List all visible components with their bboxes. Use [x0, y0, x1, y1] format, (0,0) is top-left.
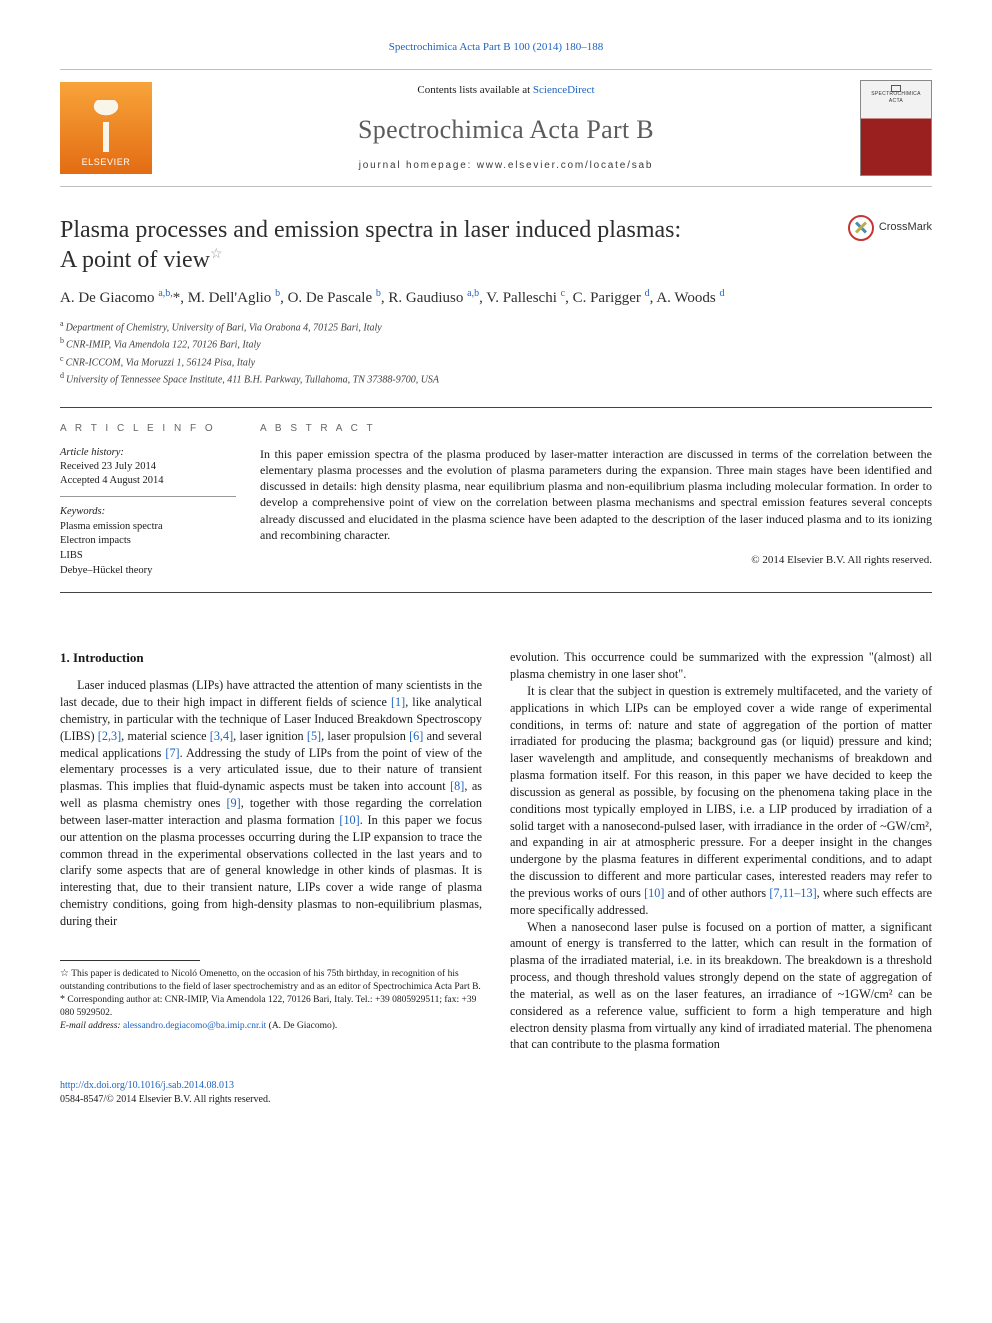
homepage-label: journal homepage:	[359, 160, 477, 171]
ref-link[interactable]: [3,4]	[210, 729, 233, 743]
ref-link[interactable]: [5]	[307, 729, 321, 743]
body-paragraph-1: Laser induced plasmas (LIPs) have attrac…	[60, 677, 482, 929]
body-paragraph-3: It is clear that the subject in question…	[510, 683, 932, 919]
author-list: A. De Giacomo a,b,*, M. Dell'Aglio b, O.…	[60, 287, 932, 308]
ref-link[interactable]: [8]	[450, 779, 464, 793]
contents-line: Contents lists available at ScienceDirec…	[164, 83, 848, 98]
crossmark-icon	[848, 215, 874, 241]
history-label: Article history:	[60, 447, 124, 458]
ref-link[interactable]: [1]	[391, 695, 405, 709]
publisher-logo: ELSEVIER	[60, 82, 152, 174]
title-line-1: Plasma processes and emission spectra in…	[60, 217, 681, 243]
abstract-text: In this paper emission spectra of the pl…	[260, 446, 932, 543]
email-author: (A. De Giacomo).	[266, 1021, 337, 1031]
accepted-date: Accepted 4 August 2014	[60, 474, 236, 488]
journal-header: ELSEVIER Contents lists available at Sci…	[60, 69, 932, 187]
ref-link[interactable]: [2,3]	[98, 729, 121, 743]
ref-link[interactable]: [10]	[339, 813, 359, 827]
article-info-heading: A R T I C L E I N F O	[60, 422, 236, 436]
contents-prefix: Contents lists available at	[417, 84, 532, 96]
author-email-link[interactable]: alessandro.degiacomo@ba.imip.cnr.it	[123, 1021, 266, 1031]
ref-link[interactable]: [10]	[644, 886, 664, 900]
citation-header: Spectrochimica Acta Part B 100 (2014) 18…	[60, 40, 932, 55]
footnote-dedication-text: This paper is dedicated to Nicoló Omenet…	[60, 969, 481, 992]
paper-title: Plasma processes and emission spectra in…	[60, 215, 848, 275]
affiliation-list: aDepartment of Chemistry, University of …	[60, 318, 932, 387]
header-center: Contents lists available at ScienceDirec…	[152, 83, 860, 172]
ref-link[interactable]: [7]	[165, 746, 179, 760]
citation-link[interactable]: Spectrochimica Acta Part B 100 (2014) 18…	[389, 41, 603, 53]
footnote-separator	[60, 960, 200, 961]
doi-block: http://dx.doi.org/10.1016/j.sab.2014.08.…	[60, 1079, 932, 1107]
body-two-column: 1. Introduction Laser induced plasmas (L…	[60, 649, 932, 1053]
crossmark-label: CrossMark	[879, 220, 932, 235]
ref-link[interactable]: [7,11–13]	[769, 886, 816, 900]
keywords-label: Keywords:	[60, 506, 105, 517]
title-row: Plasma processes and emission spectra in…	[60, 215, 932, 275]
citation-journal: Spectrochimica Acta Part B	[389, 41, 511, 53]
section-1-heading: 1. Introduction	[60, 649, 482, 667]
footnote-corresponding: * Corresponding author at: CNR-IMIP, Via…	[60, 993, 482, 1020]
journal-name: Spectrochimica Acta Part B	[164, 112, 848, 147]
ref-link[interactable]: [6]	[409, 729, 423, 743]
info-abstract-block: A R T I C L E I N F O Article history: R…	[60, 407, 932, 593]
email-label: E-mail address:	[60, 1021, 123, 1031]
footnote-mark: ☆	[60, 968, 69, 979]
homepage-line: journal homepage: www.elsevier.com/locat…	[164, 159, 848, 173]
keywords-list: Plasma emission spectraElectron impactsL…	[60, 520, 236, 579]
doi-link[interactable]: http://dx.doi.org/10.1016/j.sab.2014.08.…	[60, 1080, 234, 1091]
footnote-dedication: ☆ This paper is dedicated to Nicoló Omen…	[60, 967, 482, 994]
elsevier-tree-icon	[84, 100, 128, 152]
sciencedirect-link[interactable]: ScienceDirect	[533, 84, 595, 96]
history-block: Article history: Received 23 July 2014 A…	[60, 446, 236, 498]
article-info-column: A R T I C L E I N F O Article history: R…	[60, 422, 260, 578]
body-paragraph-4: When a nanosecond laser pulse is focused…	[510, 919, 932, 1054]
footnotes-block: ☆ This paper is dedicated to Nicoló Omen…	[60, 967, 482, 1033]
homepage-url: www.elsevier.com/locate/sab	[477, 160, 653, 171]
citation-pages: 100 (2014) 180–188	[513, 41, 603, 53]
ref-link[interactable]: [9]	[227, 796, 241, 810]
footnote-mark: *	[60, 994, 65, 1005]
abstract-copyright: © 2014 Elsevier B.V. All rights reserved…	[260, 553, 932, 568]
issn-copyright: 0584-8547/© 2014 Elsevier B.V. All right…	[60, 1094, 270, 1105]
abstract-heading: A B S T R A C T	[260, 422, 932, 436]
title-line-2: A point of view	[60, 247, 210, 273]
publisher-name: ELSEVIER	[82, 156, 131, 168]
journal-cover-thumbnail	[860, 80, 932, 176]
abstract-column: A B S T R A C T In this paper emission s…	[260, 422, 932, 578]
received-date: Received 23 July 2014	[60, 460, 236, 474]
title-footnote-mark: ☆	[210, 247, 223, 262]
body-paragraph-2: evolution. This occurrence could be summ…	[510, 649, 932, 683]
crossmark-widget[interactable]: CrossMark	[848, 215, 932, 241]
footnote-corresponding-text: Corresponding author at: CNR-IMIP, Via A…	[60, 995, 476, 1018]
footnote-email: E-mail address: alessandro.degiacomo@ba.…	[60, 1020, 482, 1033]
